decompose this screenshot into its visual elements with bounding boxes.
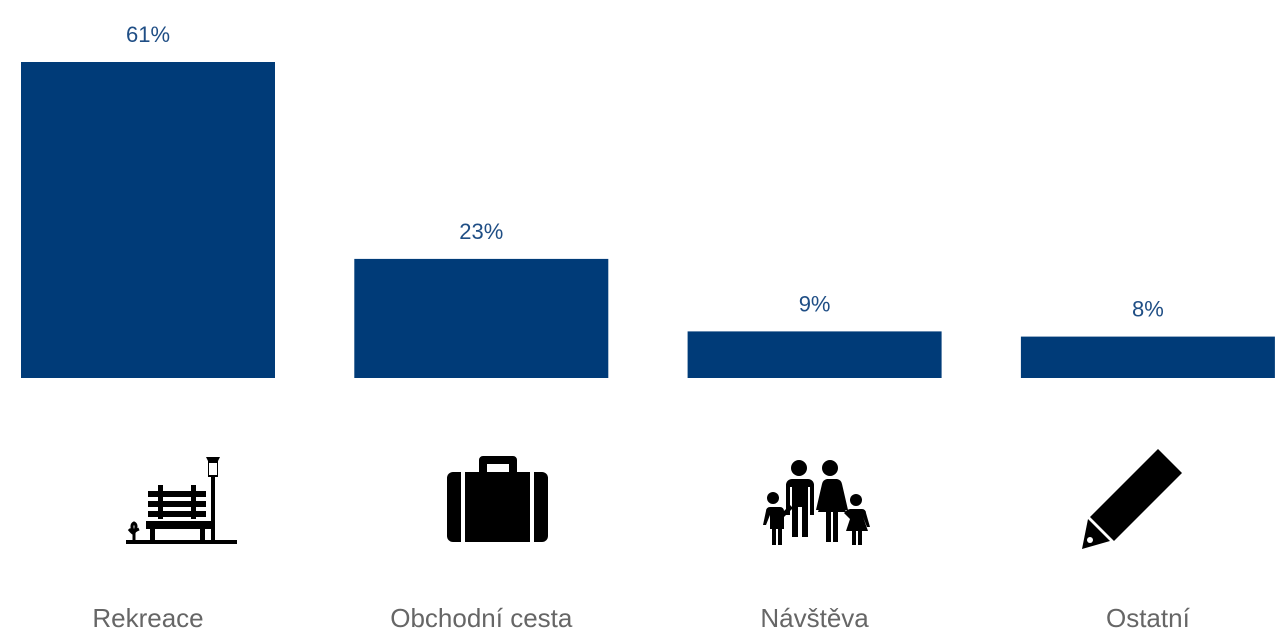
category-labels-group: Rekreace Obchodní cesta Návštěva Ostatní bbox=[92, 603, 1190, 629]
pencil-icon bbox=[1082, 449, 1182, 549]
bar-2 bbox=[354, 258, 609, 378]
park-bench-lamp-icon bbox=[126, 457, 237, 544]
category-label-1: Rekreace bbox=[92, 603, 203, 629]
value-label-1: 61% bbox=[126, 22, 170, 47]
category-label-2: Obchodní cesta bbox=[390, 603, 573, 629]
family-icon bbox=[763, 460, 870, 545]
value-label-4: 8% bbox=[1132, 297, 1164, 322]
value-label-3: 9% bbox=[799, 291, 831, 316]
briefcase-icon bbox=[447, 456, 548, 542]
icons-group bbox=[126, 449, 1182, 549]
category-label-4: Ostatní bbox=[1106, 603, 1191, 629]
value-label-2: 23% bbox=[459, 219, 503, 244]
bar-3 bbox=[687, 331, 942, 378]
category-label-3: Návštěva bbox=[760, 603, 869, 629]
bars-group bbox=[21, 62, 1275, 378]
value-labels-group: 61% 23% 9% 8% bbox=[126, 22, 1164, 322]
bar-4 bbox=[1020, 336, 1275, 378]
bar-1 bbox=[21, 62, 275, 378]
